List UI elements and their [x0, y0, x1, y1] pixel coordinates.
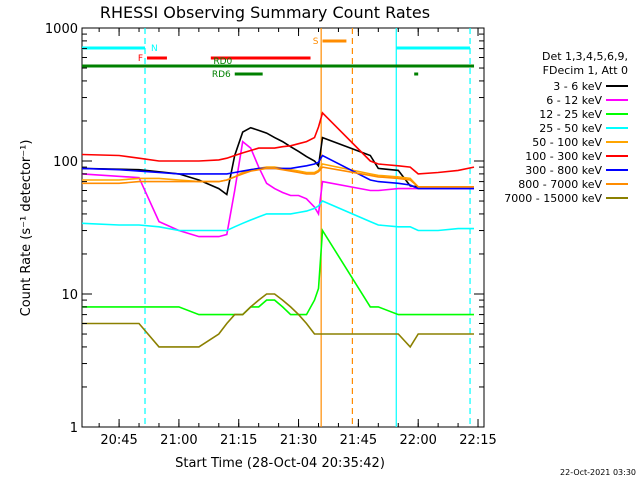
legend-entry-label: 25 - 50 keV — [539, 122, 602, 135]
legend: Det 1,3,4,5,6,9,FDecim 1, Att 0 3 - 6 keV… — [504, 50, 628, 205]
series-layer — [82, 111, 475, 349]
legend-entry-label: 7000 - 15000 keV — [504, 192, 602, 205]
annotation-label: N — [151, 44, 158, 54]
series-line-1 — [82, 140, 474, 238]
x-tick-label: 22:15 — [459, 433, 496, 448]
series-line-7 — [82, 166, 474, 188]
annotation-label: RD0 — [213, 57, 232, 67]
legend-entry-label: 6 - 12 keV — [546, 94, 602, 107]
y-axis: 1 10 100 1000 — [45, 22, 484, 436]
x-tick-label: 21:45 — [340, 433, 377, 448]
footer-date: 22-Oct-2021 03:30 — [560, 468, 636, 477]
x-tick-label: 22:00 — [399, 433, 436, 448]
legend-header-line: Det 1,3,4,5,6,9, — [542, 50, 628, 63]
legend-entry-label: 3 - 6 keV — [553, 80, 602, 93]
annotation-bars: NF S RD0 RD6 — [82, 37, 475, 80]
y-tick-label: 100 — [53, 155, 78, 170]
legend-entry-label: 12 - 25 keV — [539, 108, 602, 121]
x-axis: 20:45 21:00 21:15 21:30 21:45 22:00 22:15 — [98, 28, 497, 448]
legend-entry-label: 100 - 300 keV — [525, 150, 602, 163]
chart-title: RHESSI Observing Summary Count Rates — [100, 3, 430, 22]
x-axis-label: Start Time (28-Oct-04 20:35:42) — [175, 456, 385, 471]
legend-header-line: FDecim 1, Att 0 — [543, 64, 628, 77]
annotation-label: F — [138, 54, 143, 64]
series-line-6 — [82, 154, 474, 190]
annotation-label: RD6 — [212, 70, 231, 80]
legend-entry-label: 800 - 7000 keV — [518, 178, 602, 191]
x-tick-label: 20:45 — [100, 433, 137, 448]
series-line-5 — [82, 111, 475, 175]
series-line-2 — [82, 227, 474, 316]
x-tick-label: 21:15 — [220, 433, 257, 448]
series-line-3 — [82, 200, 474, 232]
x-tick-label: 21:00 — [160, 433, 197, 448]
y-tick-label: 1 — [70, 421, 78, 436]
y-axis-label: Count Rate (s⁻¹ detector⁻¹) — [19, 140, 34, 317]
y-tick-label: 10 — [61, 288, 78, 303]
annotation-label: S — [313, 37, 319, 47]
legend-entry-label: 300 - 800 keV — [525, 164, 602, 177]
legend-entry-label: 50 - 100 keV — [532, 136, 602, 149]
series-line-8 — [82, 293, 474, 349]
x-tick-label: 21:30 — [280, 433, 317, 448]
y-tick-label: 1000 — [45, 22, 78, 37]
plot-frame — [81, 27, 485, 428]
vertical-markers — [144, 28, 471, 427]
